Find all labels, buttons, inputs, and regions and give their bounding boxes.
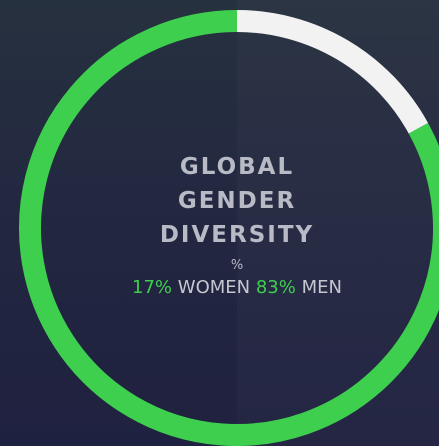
value-label: 83% <box>255 277 296 298</box>
chart-title: GLOBAL GENDER DIVERSITY <box>159 154 315 248</box>
chart-subtitle: % <box>230 258 244 273</box>
legend-label: WOMEN <box>177 277 251 298</box>
value-label: 17% <box>132 277 173 298</box>
donut-segment <box>19 10 439 446</box>
legend-label: MEN <box>301 277 342 298</box>
donut-segment <box>236 10 429 134</box>
legend: 17% WOMEN 83% MEN <box>97 277 377 298</box>
center-text: GLOBAL GENDER DIVERSITY % 17% WOMEN 83% … <box>97 150 377 298</box>
